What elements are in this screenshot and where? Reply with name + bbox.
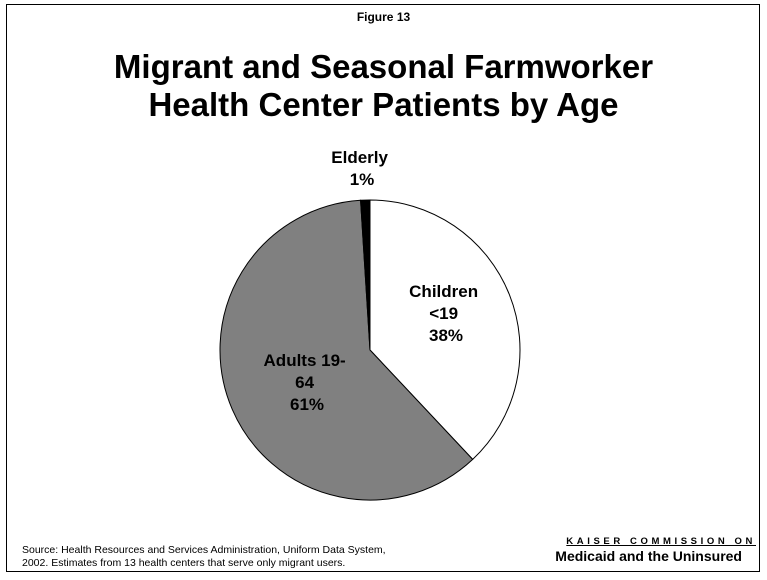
pie-labels: Children <19 38% Adults 19- 64 61% Elder… [264,148,483,414]
slice-label-children-pct: 38% [429,326,463,345]
pie-slice-elderly [360,199,371,351]
slice-label-adults-line-2: 64 [295,373,314,392]
logo-top-text: KAISER COMMISSION ON [566,536,756,547]
source-line-2: 2002. Estimates from 13 health centers t… [22,557,346,569]
slice-label-elderly-pct: 1% [350,170,375,189]
figure-label: Figure 13 [356,10,411,24]
pie-slice-adults [219,199,474,501]
chart-title-line-1: Migrant and Seasonal Farmworker [113,48,654,85]
slice-label-elderly: Elderly 1% [331,148,392,189]
slice-label-adults-pct: 61% [290,395,324,414]
pie-slices [219,199,521,501]
chart-title: Migrant and Seasonal Farmworker Health C… [0,48,767,124]
slice-label-adults-line-1: Adults 19- [264,351,346,370]
chart-title-line-2: Health Center Patients by Age [148,86,619,123]
slice-label-children-line-2: <19 [429,304,458,323]
logo-bottom-text: Medicaid and the Uninsured [555,548,742,564]
kaiser-logo: KAISER COMMISSION ON Medicaid and the Un… [498,536,756,564]
slice-label-children: Children <19 38% [409,282,483,345]
slice-label-children-line-1: Children [409,282,478,301]
slice-label-adults: Adults 19- 64 61% [264,351,351,414]
pie-slice-children [369,199,521,461]
source-line-1: Source: Health Resources and Services Ad… [22,544,386,556]
slice-label-elderly-line-1: Elderly [331,148,388,167]
source-note: Source: Health Resources and Services Ad… [22,544,492,570]
